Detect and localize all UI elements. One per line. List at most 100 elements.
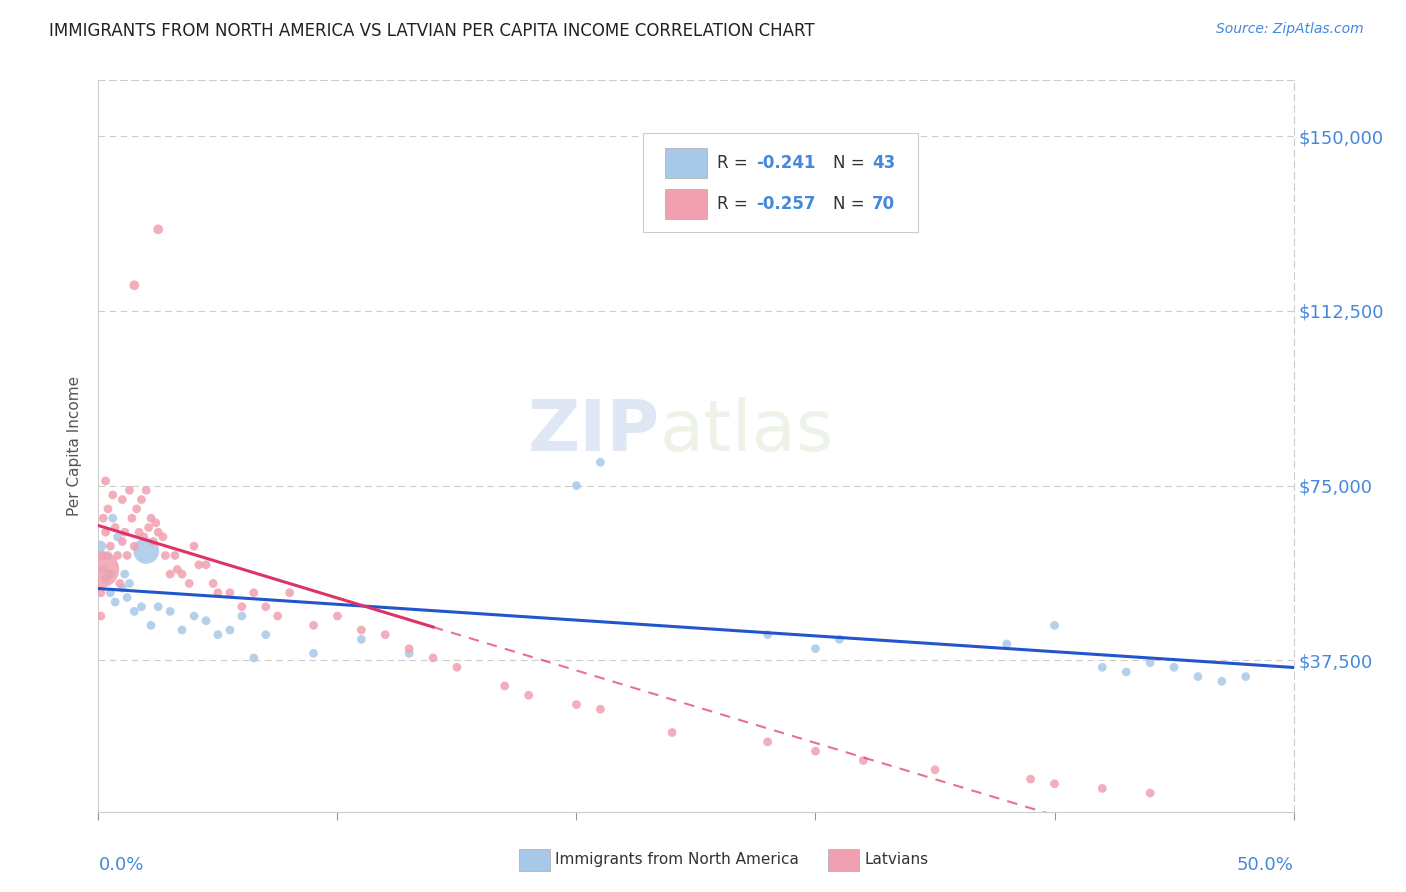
Point xyxy=(152,530,174,544)
Point xyxy=(828,632,851,647)
Point xyxy=(139,511,162,525)
Point xyxy=(1139,786,1161,800)
Text: atlas: atlas xyxy=(661,397,835,466)
Point xyxy=(131,599,153,614)
Point xyxy=(104,520,127,534)
Point xyxy=(135,544,157,558)
Point xyxy=(1115,665,1137,679)
Point xyxy=(1043,777,1066,791)
Point xyxy=(589,702,612,716)
Point xyxy=(121,511,143,525)
Point xyxy=(1091,781,1114,796)
Point xyxy=(108,576,131,591)
Point xyxy=(166,562,188,576)
Point xyxy=(159,567,181,582)
Point xyxy=(1163,660,1185,674)
Point xyxy=(1234,670,1257,684)
Point xyxy=(107,549,129,563)
Point xyxy=(90,586,112,600)
Point xyxy=(98,567,122,582)
Point xyxy=(1019,772,1042,786)
Point xyxy=(90,609,112,624)
Point xyxy=(125,502,148,516)
Point xyxy=(350,632,373,647)
Point xyxy=(111,581,134,595)
Point xyxy=(90,539,112,553)
Text: -0.241: -0.241 xyxy=(756,154,815,172)
Point xyxy=(398,641,420,656)
Text: ZIP: ZIP xyxy=(527,397,661,466)
Text: 70: 70 xyxy=(872,195,896,213)
Point xyxy=(302,646,325,660)
Point xyxy=(148,599,170,614)
Point xyxy=(90,562,112,576)
Point xyxy=(145,516,167,530)
Point xyxy=(101,488,124,502)
Point xyxy=(852,754,875,768)
Point xyxy=(97,549,120,563)
Point xyxy=(924,763,946,777)
Point xyxy=(91,511,114,525)
Point xyxy=(231,609,253,624)
Point xyxy=(97,502,120,516)
Text: IMMIGRANTS FROM NORTH AMERICA VS LATVIAN PER CAPITA INCOME CORRELATION CHART: IMMIGRANTS FROM NORTH AMERICA VS LATVIAN… xyxy=(49,22,815,40)
Point xyxy=(124,539,146,553)
Point xyxy=(278,586,301,600)
Point xyxy=(114,525,136,540)
Point xyxy=(131,492,153,507)
Text: 50.0%: 50.0% xyxy=(1237,855,1294,873)
Point xyxy=(142,534,165,549)
Point xyxy=(98,539,122,553)
Text: Immigrants from North America: Immigrants from North America xyxy=(555,853,799,867)
Text: R =: R = xyxy=(717,195,754,213)
Point xyxy=(111,492,134,507)
Point xyxy=(207,586,229,600)
Point xyxy=(111,534,134,549)
Text: N =: N = xyxy=(832,195,869,213)
Point xyxy=(1091,660,1114,674)
Point xyxy=(254,599,277,614)
Point xyxy=(243,651,266,665)
Point xyxy=(1043,618,1066,632)
Point xyxy=(302,618,325,632)
Point xyxy=(995,637,1018,651)
Point xyxy=(254,628,277,642)
Point xyxy=(350,623,373,637)
Point xyxy=(118,576,141,591)
Point xyxy=(756,628,779,642)
Point xyxy=(118,483,141,498)
Point xyxy=(207,628,229,642)
Point xyxy=(202,576,225,591)
Text: N =: N = xyxy=(832,154,869,172)
Text: Source: ZipAtlas.com: Source: ZipAtlas.com xyxy=(1216,22,1364,37)
Point xyxy=(91,562,114,576)
Point xyxy=(1139,656,1161,670)
Point xyxy=(124,604,146,618)
Point xyxy=(756,735,779,749)
Point xyxy=(422,651,444,665)
Point xyxy=(446,660,468,674)
Point xyxy=(219,586,242,600)
Point xyxy=(219,623,242,637)
Point xyxy=(374,628,396,642)
Point xyxy=(132,530,155,544)
Point xyxy=(128,525,150,540)
Text: R =: R = xyxy=(717,154,754,172)
Point xyxy=(159,604,181,618)
Point xyxy=(517,688,540,702)
Point xyxy=(155,549,177,563)
Point xyxy=(107,530,129,544)
Point xyxy=(163,549,186,563)
Point xyxy=(179,576,201,591)
Point xyxy=(148,525,170,540)
Point xyxy=(589,455,612,469)
Point xyxy=(267,609,290,624)
Point xyxy=(104,595,127,609)
Point xyxy=(172,623,194,637)
Point xyxy=(1187,670,1209,684)
Point xyxy=(187,558,209,572)
Y-axis label: Per Capita Income: Per Capita Income xyxy=(67,376,83,516)
Point xyxy=(804,744,827,758)
Point xyxy=(115,549,138,563)
Point xyxy=(398,646,420,660)
